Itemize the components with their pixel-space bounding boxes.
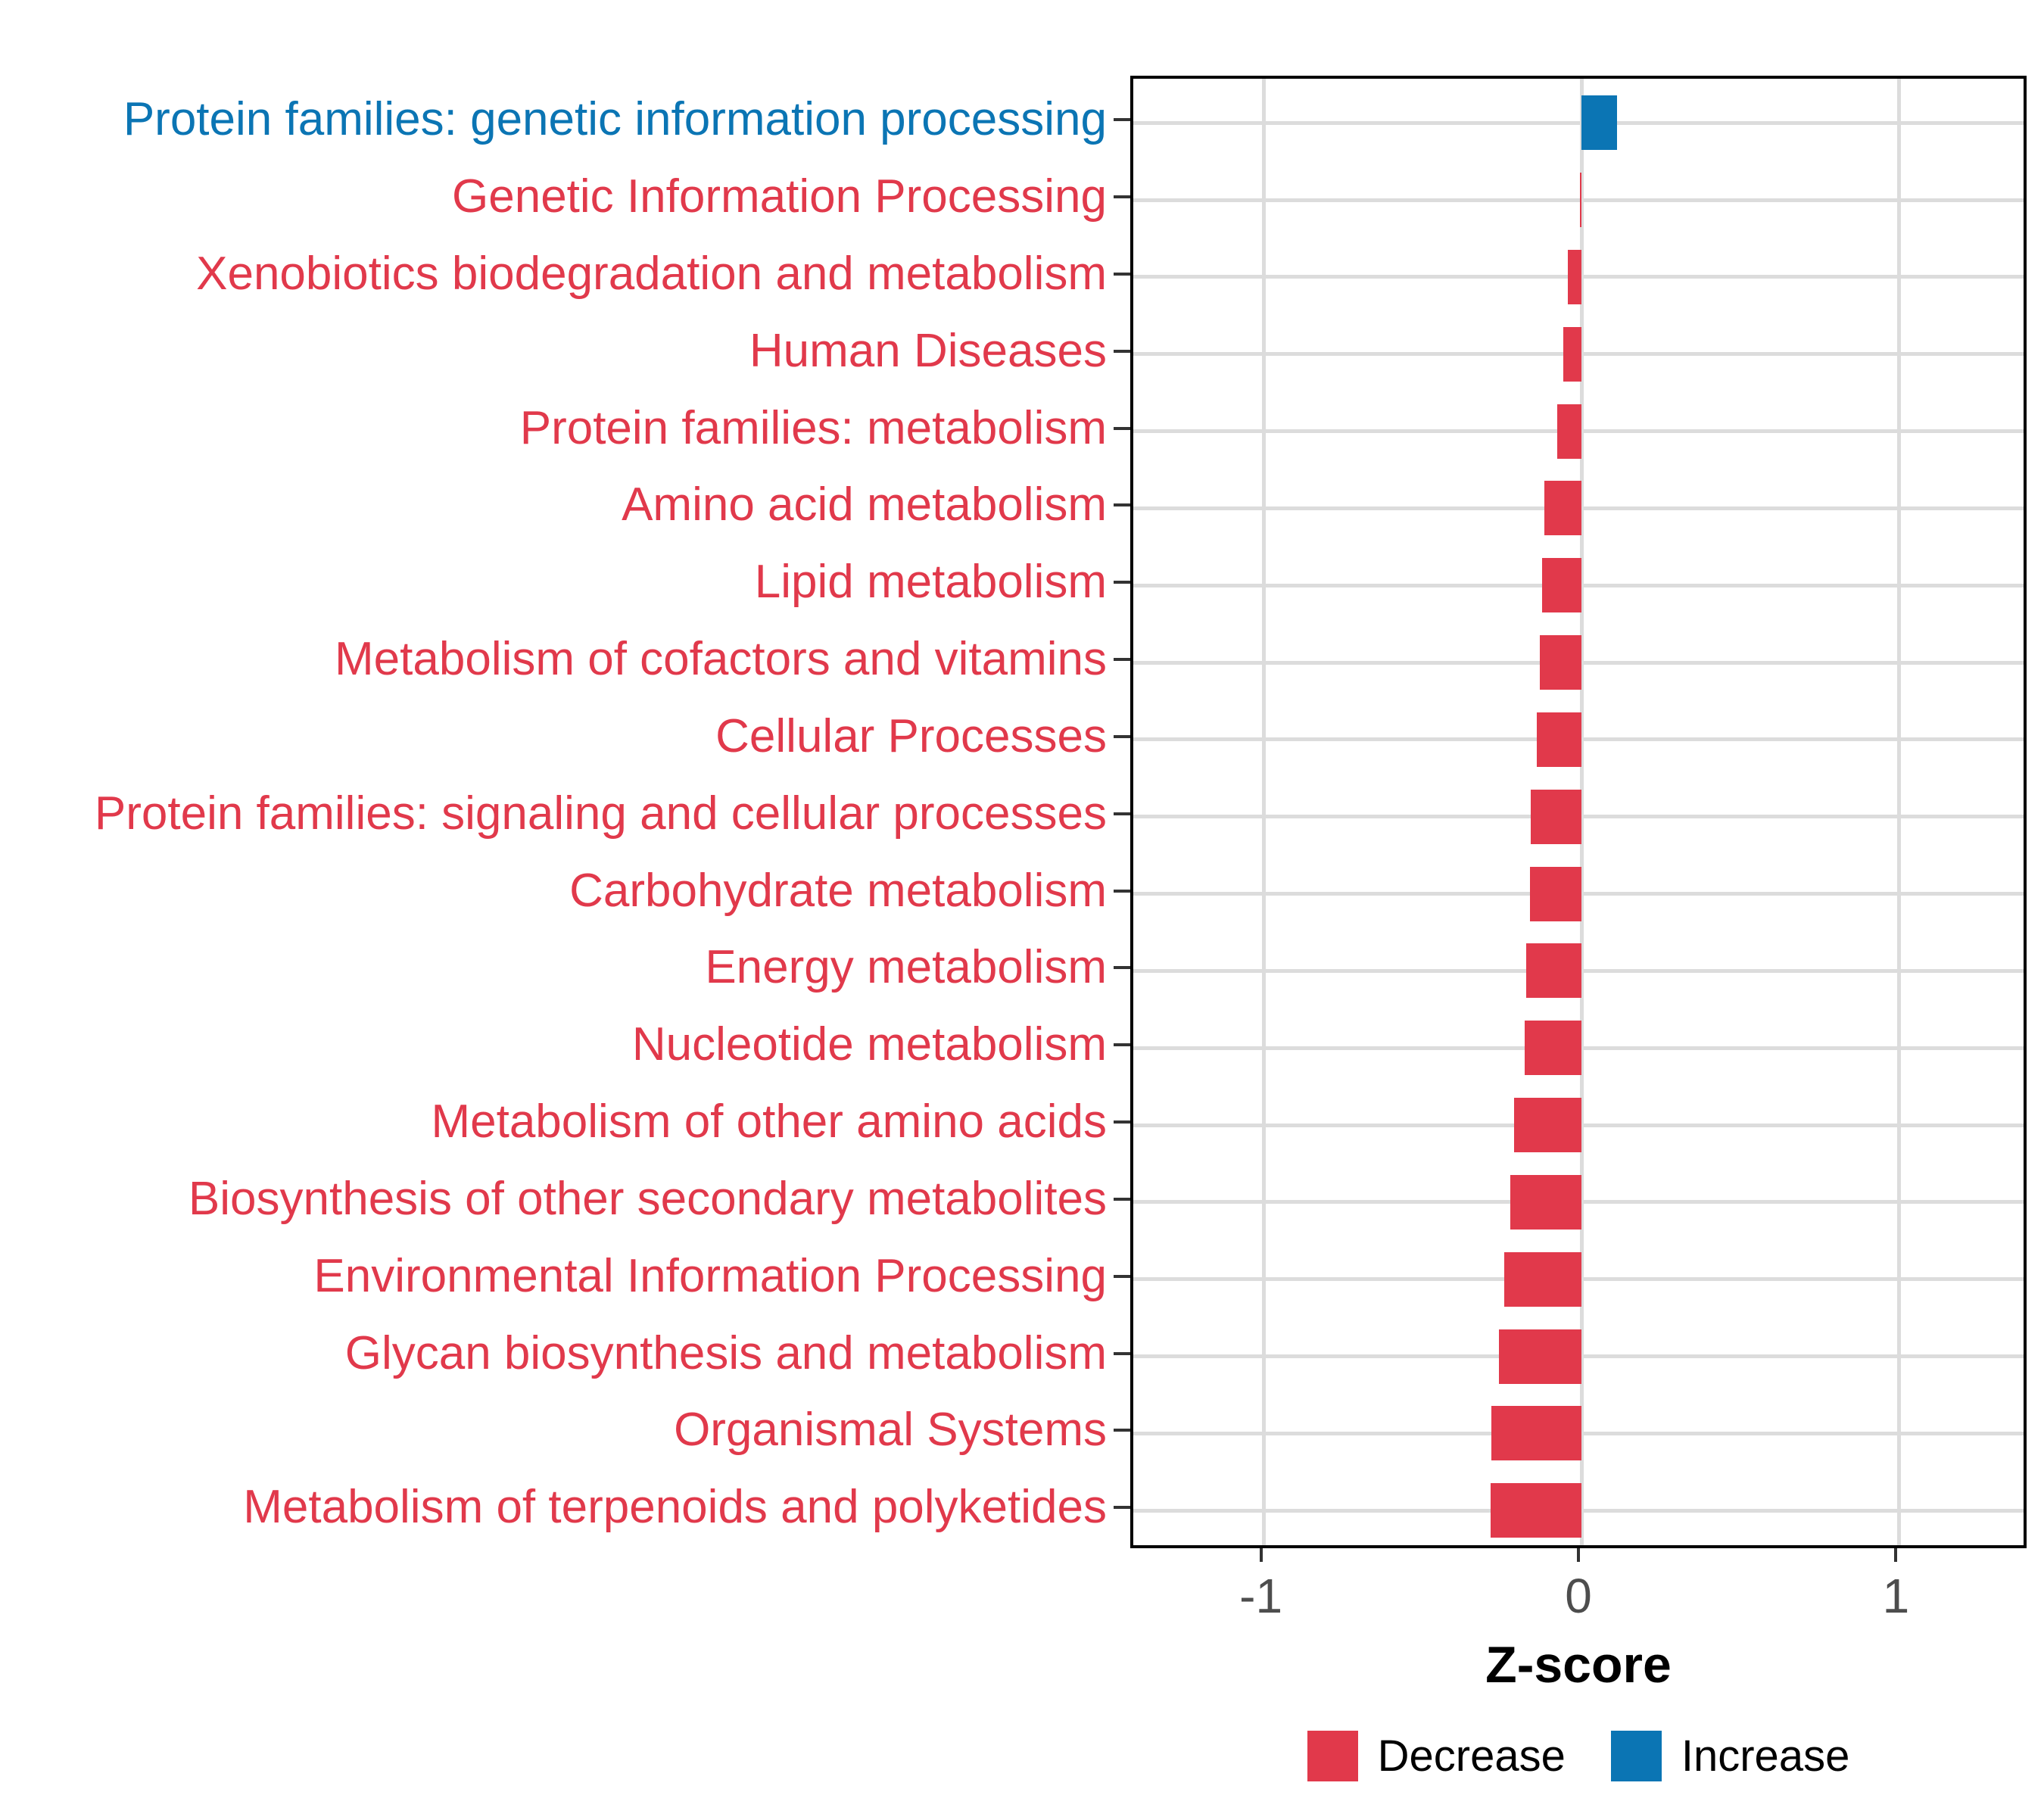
category-label: Cellular Processes <box>715 709 1107 762</box>
y-tick <box>1114 812 1130 815</box>
y-tick <box>1114 889 1130 893</box>
bar-decrease <box>1510 1174 1581 1230</box>
category-label: Carbohydrate metabolism <box>569 864 1107 917</box>
category-label: Nucleotide metabolism <box>631 1018 1107 1071</box>
y-tick <box>1114 581 1130 584</box>
y-tick <box>1114 503 1130 507</box>
bar-decrease <box>1544 481 1581 536</box>
bar-decrease <box>1556 404 1581 459</box>
category-label: Amino acid metabolism <box>622 478 1107 531</box>
bar-decrease <box>1542 558 1581 613</box>
increase-swatch <box>1610 1730 1662 1781</box>
bar-increase <box>1581 95 1618 151</box>
category-label: Metabolism of cofactors and vitamins <box>335 633 1107 686</box>
category-label: Glycan biosynthesis and metabolism <box>344 1326 1107 1379</box>
category-label: Biosynthesis of other secondary metaboli… <box>188 1172 1107 1225</box>
y-tick <box>1114 1351 1130 1355</box>
gridline-vertical <box>1579 79 1584 1545</box>
bar-decrease <box>1579 173 1581 228</box>
bar-decrease <box>1514 1098 1581 1153</box>
x-tick <box>1259 1548 1263 1562</box>
gridline-vertical <box>1262 79 1267 1545</box>
legend: Decrease Increase <box>1130 1730 2027 1781</box>
y-tick <box>1114 966 1130 970</box>
bar-decrease <box>1530 789 1581 844</box>
x-tick-label: 0 <box>1565 1569 1592 1623</box>
category-label: Environmental Information Processing <box>313 1249 1107 1302</box>
plot-panel <box>1130 76 2027 1548</box>
bar-decrease <box>1526 943 1581 999</box>
category-label: Genetic Information Processing <box>452 170 1107 223</box>
y-tick <box>1114 1120 1130 1124</box>
category-label: Lipid metabolism <box>754 556 1107 609</box>
y-tick <box>1114 118 1130 122</box>
bar-decrease <box>1491 1406 1581 1461</box>
legend-entry-increase: Increase <box>1610 1730 1850 1781</box>
bar-decrease <box>1540 635 1581 690</box>
y-tick <box>1114 1197 1130 1201</box>
x-tick-label: 1 <box>1882 1569 1910 1623</box>
bar-decrease <box>1529 866 1581 921</box>
category-label: Organismal Systems <box>674 1404 1107 1457</box>
x-tick-label: -1 <box>1239 1569 1283 1623</box>
category-label: Energy metabolism <box>705 941 1107 994</box>
x-axis-title: Z-score <box>1485 1636 1672 1694</box>
bar-decrease <box>1536 712 1581 767</box>
x-tick <box>1894 1548 1898 1562</box>
bar-decrease <box>1503 1251 1581 1307</box>
category-label: Protein families: signaling and cellular… <box>94 787 1107 840</box>
bar-decrease <box>1491 1483 1581 1538</box>
y-tick <box>1114 1429 1130 1432</box>
category-label: Human Diseases <box>749 324 1107 377</box>
y-tick <box>1114 195 1130 199</box>
category-label: Metabolism of other amino acids <box>431 1095 1107 1148</box>
category-label: Metabolism of terpenoids and polyketides <box>243 1481 1107 1534</box>
category-label: Xenobiotics biodegradation and metabolis… <box>196 247 1107 300</box>
decrease-swatch <box>1307 1730 1358 1781</box>
category-label: Protein families: genetic information pr… <box>123 93 1107 146</box>
legend-label-decrease: Decrease <box>1377 1731 1566 1781</box>
gridline-horizontal <box>1133 198 2024 202</box>
bar-decrease <box>1524 1021 1581 1076</box>
legend-label-increase: Increase <box>1681 1731 1850 1781</box>
y-tick <box>1114 349 1130 353</box>
y-tick <box>1114 1274 1130 1278</box>
bar-decrease <box>1498 1329 1581 1384</box>
bar-decrease <box>1567 249 1581 304</box>
legend-entry-decrease: Decrease <box>1307 1730 1566 1781</box>
y-tick <box>1114 658 1130 662</box>
category-label: Protein families: metabolism <box>519 401 1107 454</box>
x-tick <box>1577 1548 1580 1562</box>
y-tick <box>1114 272 1130 276</box>
gridline-vertical <box>1896 79 1901 1545</box>
y-tick <box>1114 426 1130 430</box>
y-tick <box>1114 1506 1130 1510</box>
gridline-horizontal <box>1133 120 2024 125</box>
y-tick <box>1114 734 1130 738</box>
bar-decrease <box>1563 326 1581 382</box>
y-tick <box>1114 1043 1130 1047</box>
